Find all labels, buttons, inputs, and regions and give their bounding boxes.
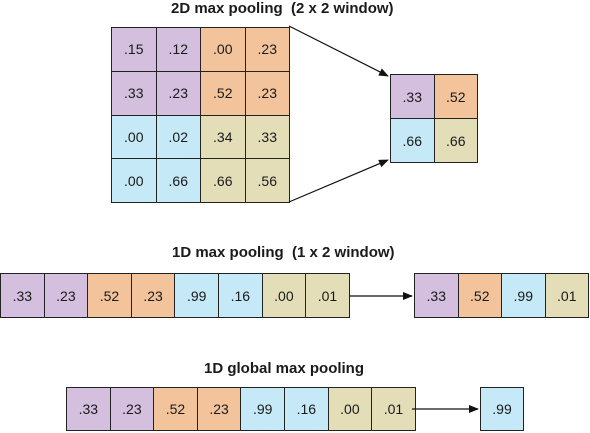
grid-2d-output-cell: .52 bbox=[433, 74, 478, 119]
grid-2d-input-cell: .34 bbox=[200, 114, 246, 160]
row-global-output-cell: .99 bbox=[480, 387, 524, 431]
grid-2d-input-cell: .02 bbox=[155, 114, 201, 160]
row-1d-output-cell: .33 bbox=[414, 273, 459, 318]
grid-2d-input-cell: .00 bbox=[200, 27, 246, 72]
row-1d-output-cell: .01 bbox=[544, 273, 589, 318]
row-global-input-cell: .23 bbox=[109, 387, 155, 431]
row-1d-input-cell: .00 bbox=[261, 273, 307, 318]
arrow-2d-bottom bbox=[288, 159, 389, 203]
row-1d-output-cell: .52 bbox=[457, 273, 502, 318]
grid-2d-input-cell: .23 bbox=[155, 70, 201, 116]
row-1d-output-cell: .99 bbox=[501, 273, 546, 318]
grid-2d-input-cell: .56 bbox=[244, 158, 290, 203]
grid-2d-input-cell: .15 bbox=[111, 27, 157, 72]
row-1d-input-cell: .99 bbox=[174, 273, 219, 318]
row-1d-input-cell: .52 bbox=[87, 273, 132, 318]
grid-2d-input-cell: .66 bbox=[155, 158, 201, 203]
arrow-2d-top bbox=[288, 25, 389, 77]
grid-2d-input-cell: .33 bbox=[244, 114, 290, 160]
row-global-input-cell: .52 bbox=[153, 387, 198, 431]
grid-2d-output-cell: .66 bbox=[390, 118, 435, 163]
title-2d-max-pooling: 2D max pooling (2 x 2 window) bbox=[171, 0, 394, 17]
grid-2d-input-cell: .23 bbox=[244, 27, 290, 72]
row-1d-input-cell: .16 bbox=[218, 273, 263, 318]
row-1d-input-cell: .23 bbox=[130, 273, 176, 318]
row-1d-input-cell: .33 bbox=[0, 273, 45, 318]
grid-2d-input-cell: .00 bbox=[111, 114, 157, 160]
row-1d-input-cell: .23 bbox=[43, 273, 89, 318]
grid-2d-output-cell: .33 bbox=[390, 74, 435, 119]
row-global-input-cell: .33 bbox=[66, 387, 111, 431]
row-global-input-cell: .23 bbox=[196, 387, 242, 431]
grid-2d-input-cell: .23 bbox=[244, 70, 290, 116]
grid-2d-input-cell: .00 bbox=[111, 158, 157, 203]
row-global-input-cell: .99 bbox=[240, 387, 285, 431]
grid-2d-output-cell: .66 bbox=[433, 118, 478, 163]
grid-2d-input-cell: .12 bbox=[155, 27, 201, 72]
title-1d-global-max-pooling: 1D global max pooling bbox=[204, 360, 365, 377]
row-global-input-cell: .16 bbox=[284, 387, 329, 431]
title-1d-max-pooling: 1D max pooling (1 x 2 window) bbox=[172, 244, 395, 261]
row-global-input-cell: .01 bbox=[371, 387, 416, 431]
